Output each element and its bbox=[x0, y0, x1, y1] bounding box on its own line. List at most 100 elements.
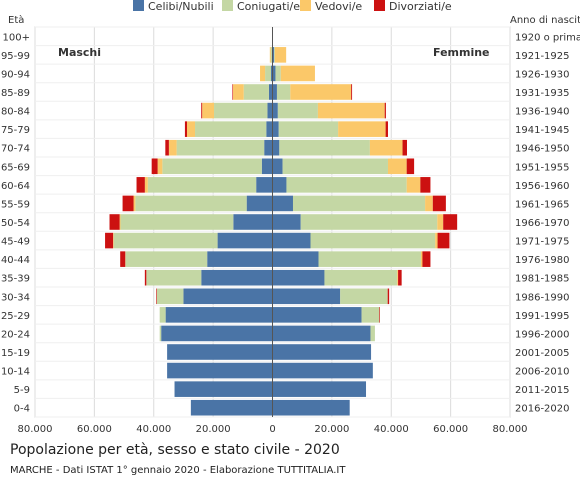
bar-male-celibi-nubili bbox=[161, 325, 273, 342]
bar-male-celibi-nubili bbox=[268, 84, 273, 100]
birth-year-label: 1931-1935 bbox=[515, 88, 570, 99]
bar-male-divorziati-e bbox=[136, 177, 145, 193]
bar-female-coniugati-e bbox=[273, 47, 275, 63]
bar-female-coniugati-e bbox=[318, 251, 421, 267]
bar-female-divorziati-e bbox=[432, 195, 446, 212]
bar-male-celibi-nubili bbox=[174, 381, 273, 397]
bar-male-vedovi-e bbox=[119, 214, 121, 230]
bar-female-celibi-nubili bbox=[272, 325, 371, 342]
bar-male-divorziati-e bbox=[232, 84, 234, 100]
bar-female-divorziati-e bbox=[398, 269, 402, 286]
chart-subtitle: MARCHE - Dati ISTAT 1° gennaio 2020 - El… bbox=[10, 465, 346, 476]
birth-year-label: 1996-2000 bbox=[515, 329, 570, 340]
bar-male-divorziati-e bbox=[120, 251, 126, 267]
bar-female-celibi-nubili bbox=[272, 84, 277, 100]
birth-year-label: 1920 o prima bbox=[515, 32, 580, 43]
bar-female-divorziati-e bbox=[384, 102, 386, 119]
bar-female-celibi-nubili bbox=[272, 177, 287, 193]
bar-female-celibi-nubili bbox=[272, 65, 276, 82]
bar-female-coniugati-e bbox=[282, 158, 388, 175]
bar-male-celibi-nubili bbox=[167, 362, 273, 379]
bar-female-vedovi-e bbox=[387, 158, 407, 175]
bar-female-coniugati-e bbox=[340, 288, 388, 305]
bar-female-coniugati-e bbox=[278, 121, 339, 137]
age-class-label: 35-39 bbox=[1, 274, 30, 285]
bar-female-divorziati-e bbox=[351, 84, 353, 100]
birth-year-label: 1991-1995 bbox=[515, 311, 570, 322]
bar-male-vedovi-e bbox=[233, 84, 244, 100]
birth-year-label: 1981-1985 bbox=[515, 274, 570, 285]
bar-female-celibi-nubili bbox=[272, 362, 373, 379]
bar-female-coniugati-e bbox=[370, 325, 375, 342]
bar-male-divorziati-e bbox=[105, 232, 114, 249]
bar-female-coniugati-e bbox=[275, 65, 281, 82]
bar-female-divorziati-e bbox=[406, 158, 415, 175]
bar-female-coniugati-e bbox=[276, 84, 291, 100]
bar-male-celibi-nubili bbox=[217, 232, 273, 249]
birth-year-label: 1936-1940 bbox=[515, 107, 570, 118]
bar-male-coniugati-e bbox=[120, 214, 234, 230]
legend-swatch bbox=[300, 0, 311, 11]
age-class-label: 15-19 bbox=[1, 348, 30, 359]
bar-male-celibi-nubili bbox=[267, 102, 273, 119]
bar-male-divorziati-e bbox=[122, 195, 134, 212]
bar-female-divorziati-e bbox=[443, 214, 458, 230]
x-tick-label: 20.000 bbox=[196, 424, 231, 435]
age-class-label: 5-9 bbox=[14, 385, 30, 396]
bar-male-celibi-nubili bbox=[264, 139, 273, 156]
bar-female-celibi-nubili bbox=[272, 158, 283, 175]
age-class-label: 75-79 bbox=[1, 125, 30, 136]
birth-year-label: 1926-1930 bbox=[515, 69, 570, 80]
bar-male-coniugati-e bbox=[125, 251, 208, 267]
bar-male-vedovi-e bbox=[202, 102, 215, 119]
bar-female-vedovi-e bbox=[435, 232, 438, 249]
bar-female-coniugati-e bbox=[277, 102, 318, 119]
legend-swatch bbox=[133, 0, 144, 11]
bar-female-vedovi-e bbox=[290, 84, 352, 100]
bar-male-celibi-nubili bbox=[261, 158, 273, 175]
x-tick-label: 60.000 bbox=[433, 424, 468, 435]
birth-year-label: 2006-2010 bbox=[515, 367, 570, 378]
bar-female-celibi-nubili bbox=[272, 251, 319, 267]
age-class-label: 30-34 bbox=[1, 292, 30, 303]
birth-year-label: 2001-2005 bbox=[515, 348, 570, 359]
age-class-label: 25-29 bbox=[1, 311, 30, 322]
bar-male-divorziati-e bbox=[109, 214, 120, 230]
bar-male-divorziati-e bbox=[151, 158, 158, 175]
age-class-label: 45-49 bbox=[1, 237, 30, 248]
birth-year-label: 1961-1965 bbox=[515, 199, 570, 210]
bar-female-celibi-nubili bbox=[272, 269, 325, 286]
bar-female-celibi-nubili bbox=[272, 381, 367, 397]
bar-female-coniugati-e bbox=[310, 232, 436, 249]
bar-female-celibi-nubili bbox=[272, 102, 278, 119]
bar-female-coniugati-e bbox=[286, 177, 407, 193]
age-class-label: 95-99 bbox=[1, 51, 30, 62]
age-class-label: 80-84 bbox=[1, 107, 30, 118]
bar-male-divorziati-e bbox=[165, 139, 169, 156]
birth-year-label: 1971-1975 bbox=[515, 237, 570, 248]
bar-male-divorziati-e bbox=[156, 288, 157, 305]
bar-male-coniugati-e bbox=[195, 121, 267, 137]
bar-female-vedovi-e bbox=[406, 177, 421, 193]
legend-swatch bbox=[374, 0, 385, 11]
bar-male-coniugati-e bbox=[147, 177, 257, 193]
bar-male-celibi-nubili bbox=[165, 307, 273, 323]
legend-label: Coniugati/e bbox=[237, 0, 300, 13]
legend-label: Vedovi/e bbox=[315, 0, 362, 13]
bar-female-celibi-nubili bbox=[272, 344, 372, 360]
birth-year-label: 2011-2015 bbox=[515, 385, 570, 396]
bar-female-celibi-nubili bbox=[272, 232, 311, 249]
age-class-label: 100+ bbox=[3, 32, 30, 43]
birth-year-label: 1921-1925 bbox=[515, 51, 570, 62]
bar-female-vedovi-e bbox=[274, 47, 287, 63]
birth-year-label: 1966-1970 bbox=[515, 218, 570, 229]
y-left-axis-label: Età bbox=[8, 14, 24, 26]
bar-female-celibi-nubili bbox=[272, 195, 293, 212]
bar-female-divorziati-e bbox=[420, 177, 431, 193]
bar-male-celibi-nubili bbox=[233, 214, 273, 230]
bar-male-coniugati-e bbox=[176, 139, 265, 156]
bar-female-divorziati-e bbox=[387, 288, 390, 305]
bar-male-coniugati-e bbox=[135, 195, 247, 212]
x-tick-label: 40.000 bbox=[136, 424, 171, 435]
bar-female-celibi-nubili bbox=[272, 399, 350, 416]
